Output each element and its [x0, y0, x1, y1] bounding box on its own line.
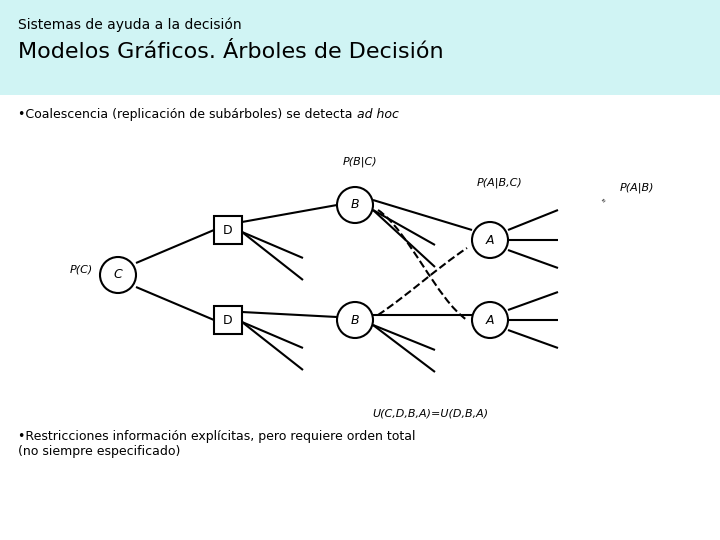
Text: Modelos Gráficos. Árboles de Decisión: Modelos Gráficos. Árboles de Decisión — [18, 42, 444, 62]
Text: •Restricciones información explícitas, pero requiere orden total
(no siempre esp: •Restricciones información explícitas, p… — [18, 430, 415, 458]
Text: P(B|C): P(B|C) — [343, 157, 377, 167]
Text: B: B — [351, 199, 359, 212]
Text: C: C — [114, 268, 122, 281]
Text: B: B — [351, 314, 359, 327]
Bar — [214, 306, 242, 334]
Bar — [214, 216, 242, 244]
Text: D: D — [223, 224, 233, 237]
Text: •Coalescencia (replicación de subárboles) se detecta: •Coalescencia (replicación de subárboles… — [18, 108, 356, 121]
Text: Sistemas de ayuda a la decisión: Sistemas de ayuda a la decisión — [18, 18, 242, 32]
Text: ad hoc: ad hoc — [357, 108, 399, 121]
Text: P(C): P(C) — [70, 265, 93, 275]
Text: P(A|B): P(A|B) — [620, 183, 654, 193]
Text: A: A — [486, 314, 494, 327]
Text: ": " — [595, 197, 606, 207]
Text: A: A — [486, 233, 494, 246]
Text: P(A|B,C): P(A|B,C) — [477, 178, 523, 188]
Text: U(C,D,B,A)=U(D,B,A): U(C,D,B,A)=U(D,B,A) — [372, 408, 488, 418]
Text: D: D — [223, 314, 233, 327]
Bar — [0, 0, 720, 95]
